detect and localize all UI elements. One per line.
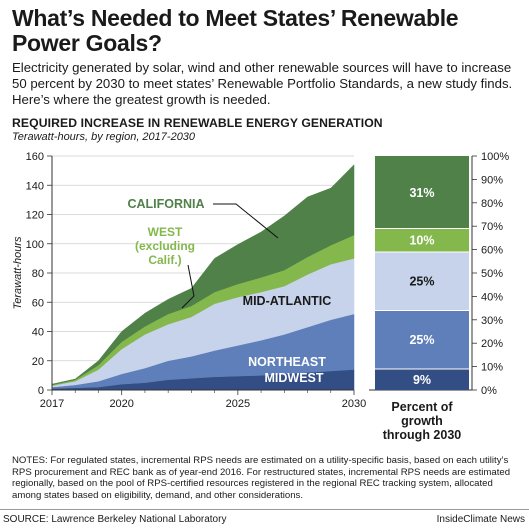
percent-tick-label: 30% [481, 315, 503, 327]
percent-tick-label: 70% [481, 221, 503, 233]
y-tick-label: 40 [32, 327, 44, 339]
y-tick-label: 80 [32, 268, 44, 280]
percent-segment-label: 25% [409, 333, 434, 347]
y-tick-label: 140 [26, 180, 44, 192]
x-tick-label: 2020 [109, 398, 133, 410]
y-tick-label: 0 [38, 385, 44, 397]
y-tick-label: 120 [26, 210, 44, 222]
notes: NOTES: For regulated states, incremental… [12, 455, 517, 501]
stacked-area-chart: 0 20 40 60 80 100 120 140 160 2017 2020 2025 2030 Ter… [12, 151, 366, 410]
percent-segment-label: 9% [413, 373, 431, 387]
series-label-california: CALIFORNIA [127, 197, 204, 211]
publisher-credit: InsideClimate News [437, 514, 525, 525]
percent-tick-label: 100% [481, 151, 509, 163]
y-tick-label: 100 [26, 239, 44, 251]
y-tick-label: 60 [32, 297, 44, 309]
percent-tick-label: 40% [481, 291, 503, 303]
x-tick-label: 2030 [342, 398, 366, 410]
x-tick-label: 2025 [226, 398, 250, 410]
percent-segment-label: 31% [409, 186, 434, 200]
series-label-west: (excluding [135, 239, 195, 253]
percent-tick-label: 50% [481, 268, 503, 280]
percent-tick-label: 60% [481, 245, 503, 257]
percent-growth-bar: 0% 10% 20% 30% 40% 50% 60% 70% 80% 90% 100% 9% 25% 25… [369, 151, 509, 442]
percent-bar-caption: Percent of [391, 400, 453, 414]
percent-tick-label: 20% [481, 338, 503, 350]
source-credit: SOURCE: Lawrence Berkeley National Labor… [3, 514, 226, 525]
percent-tick-label: 0% [481, 385, 497, 397]
percent-tick-label: 90% [481, 174, 503, 186]
percent-segment-label: 25% [409, 275, 434, 289]
y-tick-label: 20 [32, 356, 44, 368]
y-axis-label: Terawatt-hours [12, 236, 24, 309]
series-label-west: Calif.) [148, 253, 181, 267]
series-label-midwest: MIDWEST [264, 371, 323, 385]
percent-tick-label: 80% [481, 198, 503, 210]
series-label-west: WEST [148, 225, 183, 239]
series-label-mid-atlantic: MID-ATLANTIC [243, 294, 332, 308]
series-label-northeast: NORTHEAST [248, 355, 326, 369]
x-tick-label: 2017 [40, 398, 64, 410]
y-tick-label: 160 [26, 151, 44, 163]
percent-bar-caption: through 2030 [383, 428, 462, 442]
percent-bar-caption: growth [401, 414, 443, 428]
footer-divider [0, 509, 529, 510]
percent-tick-label: 10% [481, 362, 503, 374]
percent-segment-label: 10% [409, 234, 434, 248]
